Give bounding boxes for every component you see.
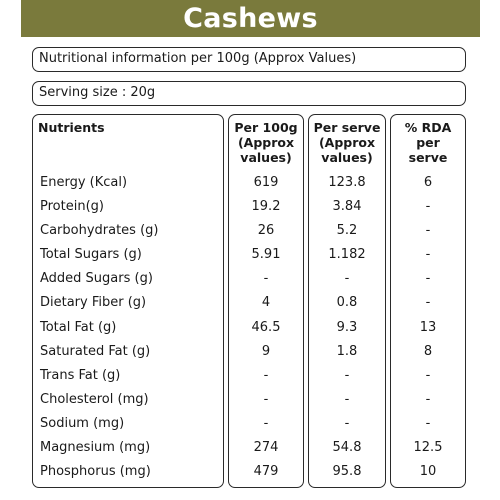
rda-value: 6 [423, 175, 433, 190]
per100-value: - [263, 391, 269, 407]
rda-value: 13 [419, 319, 437, 335]
per100-value: - [263, 367, 269, 383]
nutrition-info-line: Nutritional information per 100g (Approx… [32, 47, 466, 72]
nutrient-name: Added Sugars (g) [40, 271, 153, 287]
perserve-value: 95.8 [332, 464, 362, 480]
per100-column-frame [228, 114, 304, 488]
perserve-value: - [344, 391, 350, 407]
perserve-value: 9.3 [336, 319, 358, 335]
table-row: Dietary Fiber (g) 4 0.8 - [0, 291, 500, 315]
nutrients-column-frame [32, 114, 224, 488]
nutrient-name: Total Sugars (g) [40, 247, 142, 263]
rda-value: 10 [419, 464, 437, 480]
perserve-value: 0.8 [336, 295, 358, 311]
nutrient-name: Trans Fat (g) [40, 367, 121, 383]
rda-value: - [425, 223, 431, 239]
header-rda: % RDA per serve [404, 120, 452, 165]
per100-value: 26 [257, 223, 275, 239]
header-per100: Per 100g (Approx values) [234, 120, 298, 165]
rda-column-frame [390, 114, 466, 488]
per100-value: 619 [253, 175, 279, 190]
nutrient-name: Energy (Kcal) [40, 175, 128, 190]
per100-value: - [263, 271, 269, 287]
rda-value: - [425, 391, 431, 407]
nutrient-name: Carbohydrates (g) [40, 223, 159, 239]
perserve-value: 3.84 [332, 199, 362, 215]
header-perserve: Per serve (Approx values) [313, 120, 381, 165]
table-row: Magnesium (mg) 274 54.8 12.5 [0, 436, 500, 460]
per100-value: 4 [261, 295, 271, 311]
nutrient-name: Dietary Fiber (g) [40, 295, 147, 311]
table-row: Carbohydrates (g) 26 5.2 - [0, 219, 500, 243]
table-row: Energy (Kcal) 619 123.8 6 [0, 171, 500, 195]
nutrient-rows: Energy (Kcal) 619 123.8 6 Protein(g) 19.2 3.84… [0, 171, 500, 484]
product-title: Cashews [21, 0, 480, 37]
perserve-value: 123.8 [328, 175, 366, 190]
table-row: Total Fat (g) 46.5 9.3 13 [0, 316, 500, 340]
table-row: Protein(g) 19.2 3.84 - [0, 195, 500, 219]
rda-value: - [425, 271, 431, 287]
rda-value: - [425, 295, 431, 311]
table-row: Total Sugars (g) 5.91 1.182 - [0, 243, 500, 267]
perserve-value: - [344, 367, 350, 383]
nutrient-name: Cholesterol (mg) [40, 391, 149, 407]
nutrient-name: Sodium (mg) [40, 415, 125, 431]
nutrient-name: Saturated Fat (g) [40, 343, 151, 359]
table-row: Saturated Fat (g) 9 1.8 8 [0, 340, 500, 364]
perserve-column-frame [308, 114, 386, 488]
perserve-value: - [344, 415, 350, 431]
nutrient-name: Magnesium (mg) [40, 440, 151, 456]
perserve-value: 1.8 [336, 343, 358, 359]
rda-value: - [425, 199, 431, 215]
per100-value: 19.2 [251, 199, 281, 215]
rda-value: 12.5 [413, 440, 443, 456]
rda-value: 8 [423, 343, 433, 359]
perserve-value: 5.2 [336, 223, 358, 239]
nutrient-name: Total Fat (g) [40, 319, 117, 335]
per100-value: 274 [253, 440, 279, 456]
rda-value: - [425, 367, 431, 383]
serving-size-line: Serving size : 20g [32, 81, 466, 106]
per100-value: 5.91 [251, 247, 281, 263]
per100-value: 46.5 [251, 319, 281, 335]
header-nutrients: Nutrients [38, 120, 105, 135]
table-row: Added Sugars (g) - - - [0, 267, 500, 291]
per100-value: 9 [261, 343, 271, 359]
table-row: Trans Fat (g) - - - [0, 364, 500, 388]
table-row: Sodium (mg) - - - [0, 412, 500, 436]
perserve-value: - [344, 271, 350, 287]
nutrient-name: Protein(g) [40, 199, 104, 215]
per100-value: 479 [253, 464, 279, 480]
nutrient-name: Phosphorus (mg) [40, 464, 151, 480]
rda-value: - [425, 415, 431, 431]
perserve-value: 1.182 [328, 247, 366, 263]
table-row: Phosphorus (mg) 479 95.8 10 [0, 460, 500, 484]
table-row: Cholesterol (mg) - - - [0, 388, 500, 412]
per100-value: - [263, 415, 269, 431]
perserve-value: 54.8 [332, 440, 362, 456]
rda-value: - [425, 247, 431, 263]
